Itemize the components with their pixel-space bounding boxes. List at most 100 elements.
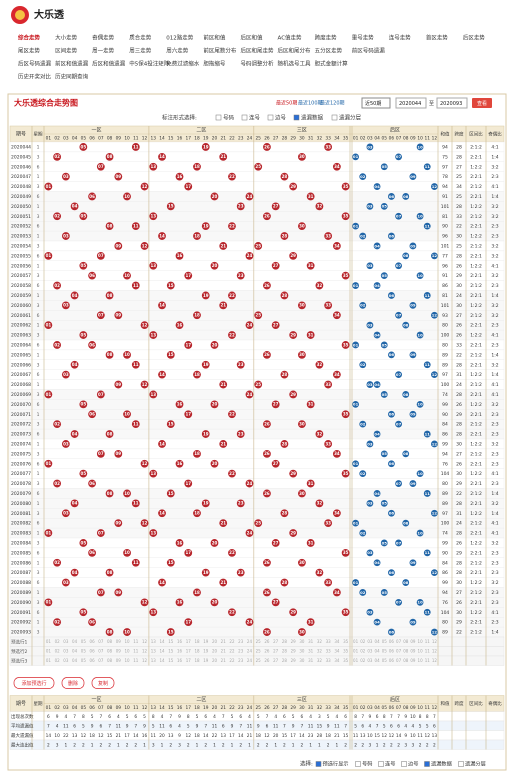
checkbox[interactable] — [331, 114, 338, 121]
action-button[interactable] — [61, 677, 85, 689]
front-ball-number: 01 — [46, 461, 52, 466]
row-bg — [9, 458, 505, 469]
nav-link[interactable]: 前区和值 — [203, 34, 226, 42]
panel-border — [7, 93, 507, 771]
nav-link[interactable]: 周三走势 — [129, 47, 152, 55]
back-ball — [388, 569, 395, 577]
back-ball — [409, 410, 417, 418]
front-ball — [315, 430, 324, 438]
nav-link[interactable]: 综合走势 — [18, 34, 41, 42]
front-ball-number: 16 — [177, 540, 183, 545]
back-ball — [373, 331, 381, 339]
nav-link[interactable]: 后区走势 — [463, 34, 486, 42]
nav-link[interactable]: 后区和尾走势 — [240, 47, 274, 55]
range-link[interactable]: 最近120期 — [320, 100, 345, 107]
nav-link[interactable]: 后区和值 — [240, 34, 263, 42]
nav-link[interactable]: 重号走势 — [352, 34, 375, 42]
front-ball-number: 12 — [142, 520, 148, 525]
checkbox[interactable] — [215, 114, 222, 121]
checkbox[interactable] — [267, 114, 274, 121]
front-ball-number: 13 — [150, 530, 156, 535]
front-ball-number: 09 — [116, 520, 122, 525]
nav-link[interactable]: 前区尾数分布 — [203, 47, 237, 55]
aux-span: 28 — [456, 362, 462, 368]
checkbox[interactable] — [401, 761, 407, 767]
preselect-number: 16 — [177, 639, 183, 644]
nav-link[interactable]: 后区和尾分布 — [278, 47, 312, 55]
aux-odd-even: 1:4 — [491, 154, 498, 160]
stats-value: 4 — [64, 714, 67, 720]
preselect-number: 21 — [221, 639, 227, 644]
nav-link[interactable]: AC值走势 — [278, 34, 303, 42]
preselect-number: 07 — [98, 639, 104, 644]
back-ball — [366, 499, 374, 507]
nav-link[interactable]: 质合走势 — [129, 34, 152, 42]
front-ball-number: 02 — [54, 421, 60, 426]
checkbox[interactable] — [378, 761, 384, 767]
checkbox[interactable] — [293, 114, 300, 121]
nav-link[interactable]: 随机选号工具 — [278, 60, 312, 68]
nav-link[interactable]: 号码调整分析 — [240, 60, 274, 68]
nav-link[interactable]: 连号走势 — [389, 34, 412, 42]
aux-zone: 2:1:2 — [470, 352, 482, 358]
checkbox[interactable] — [241, 114, 248, 121]
header-number: 05 — [382, 136, 388, 142]
preselect-number: 06 — [389, 639, 395, 644]
stats-value: 3 — [318, 714, 321, 720]
week: 6 — [37, 194, 40, 200]
back-ball-number: 12 — [432, 441, 438, 446]
nav-link[interactable]: 后区和值遗漏 — [92, 60, 126, 68]
front-ball-number: 22 — [229, 174, 235, 179]
range-link[interactable]: 最近50期 — [276, 100, 297, 107]
front-ball — [341, 548, 350, 557]
date-input[interactable] — [436, 97, 468, 109]
front-ball — [61, 370, 70, 379]
nav-link[interactable]: 免费过滤缩水 — [166, 60, 200, 68]
front-ball-number: 05 — [81, 144, 87, 149]
front-ball — [184, 182, 193, 191]
stats-value: 4 — [178, 723, 181, 729]
back-ball-number: 11 — [425, 293, 431, 298]
nav-link[interactable]: 012路走势 — [166, 34, 193, 42]
issue: 2020061 — [11, 313, 31, 319]
nav-link[interactable]: 前区号码遗漏 — [352, 47, 386, 55]
nav-link[interactable]: 奇偶走势 — [92, 34, 115, 42]
checkbox[interactable] — [424, 761, 430, 767]
week: 1 — [37, 560, 40, 566]
week: 3 — [37, 540, 40, 546]
aux-sum: 101 — [441, 204, 450, 210]
nav-link[interactable]: 后区号码遗漏 — [18, 60, 52, 68]
front-ball-number: 33 — [325, 303, 331, 308]
nav-link[interactable]: 历史同期查询 — [55, 73, 89, 81]
range-link[interactable]: 最近100期 — [298, 100, 323, 107]
header-number: 12 — [142, 705, 148, 711]
back-ball-number: 07 — [396, 421, 402, 426]
nav-link[interactable]: 跨度走势 — [315, 34, 338, 42]
nav-link[interactable]: 胆拖缩号 — [203, 60, 226, 68]
date-input[interactable] — [395, 97, 427, 109]
checkbox[interactable] — [355, 761, 361, 767]
preselect-number: 14 — [159, 658, 165, 663]
nav-link[interactable]: 区间走势 — [55, 47, 78, 55]
action-button[interactable] — [13, 677, 55, 689]
select-box[interactable] — [361, 97, 391, 109]
nav-link[interactable]: 前区和值遗漏 — [55, 60, 89, 68]
nav-link[interactable]: 大小走势 — [55, 34, 78, 42]
view-button[interactable] — [472, 98, 492, 108]
nav-link[interactable]: 历史开奖对比 — [18, 73, 52, 81]
nav-link[interactable]: 胆式金额计算 — [315, 60, 349, 68]
nav-link[interactable]: 中5保4投注矩阵 — [129, 60, 169, 68]
nav-link[interactable]: 周六走势 — [166, 47, 189, 55]
nav-link[interactable]: 尾区走势 — [18, 47, 41, 55]
checkbox[interactable] — [315, 761, 322, 767]
nav-link[interactable]: 周一走势 — [92, 47, 115, 55]
preselect-number: 08 — [403, 648, 409, 653]
front-ball-number: 05 — [81, 332, 87, 337]
action-button[interactable] — [91, 677, 115, 689]
nav-link[interactable]: 首区走势 — [426, 34, 449, 42]
header-number: 20 — [212, 136, 218, 142]
nav-link[interactable]: 五分区走势 — [315, 47, 343, 55]
week: 1 — [37, 204, 40, 210]
header-number: 29 — [290, 705, 296, 711]
checkbox[interactable] — [458, 761, 464, 767]
